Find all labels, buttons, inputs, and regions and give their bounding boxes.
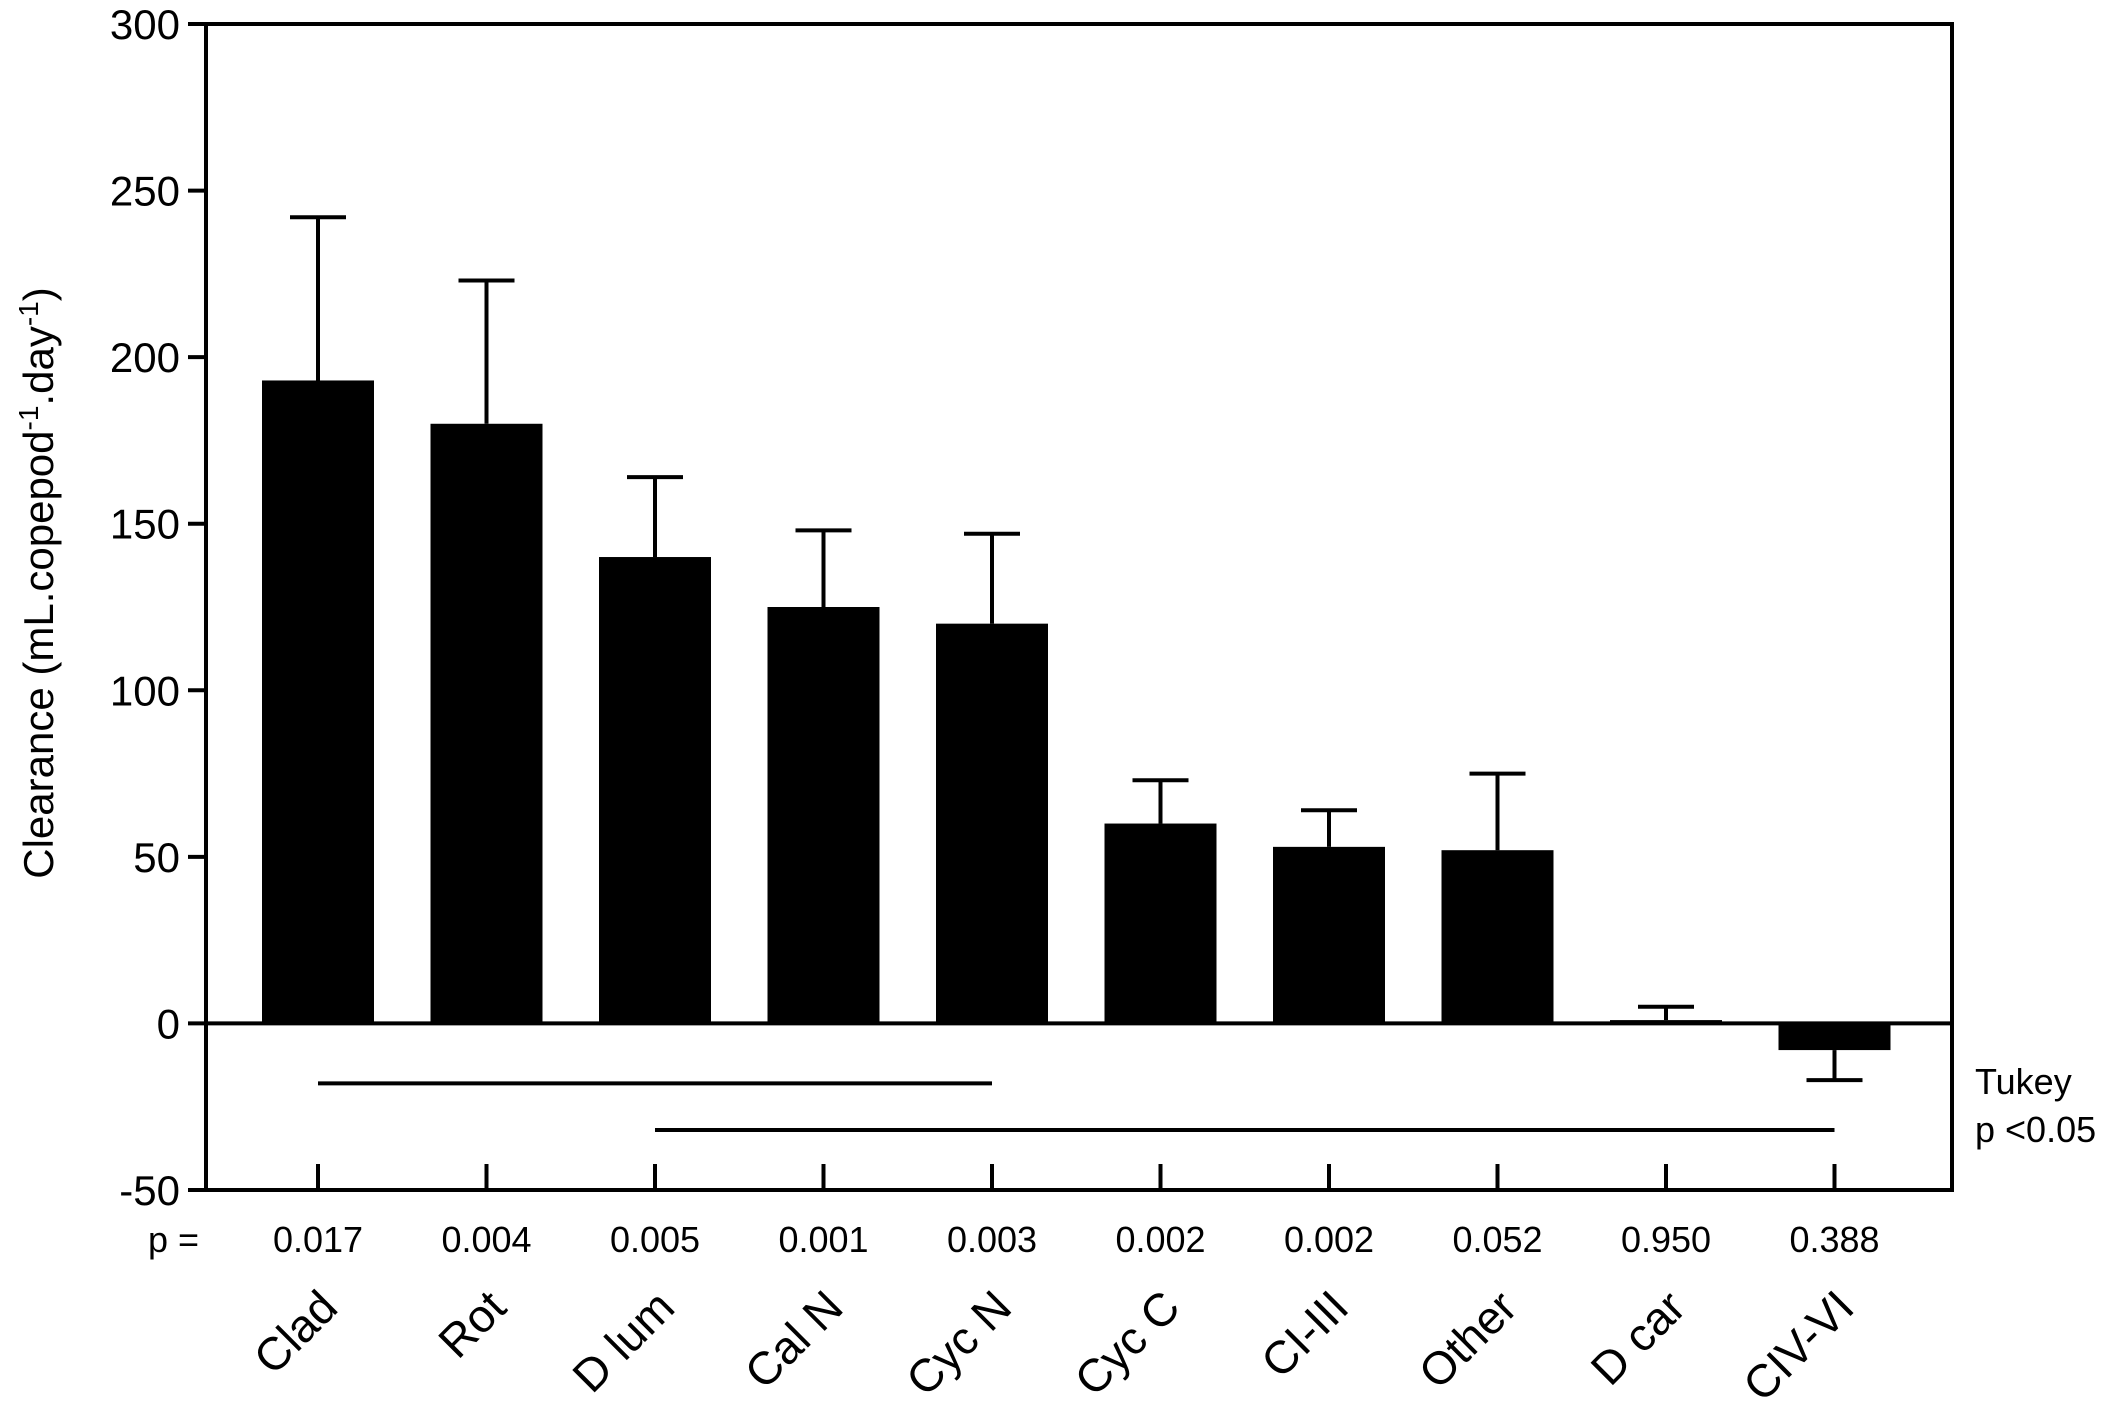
- p-value-label: 0.950: [1621, 1219, 1711, 1260]
- bar: [1610, 1020, 1722, 1025]
- y-axis-title-end: ): [15, 287, 62, 301]
- bar: [1104, 823, 1217, 1024]
- bar: [1441, 850, 1554, 1024]
- p-value-label: 0.002: [1115, 1219, 1205, 1260]
- tukey-lines: [318, 1081, 1835, 1133]
- y-axis-title-mid: .day: [15, 326, 62, 405]
- y-tick-label: 300: [110, 1, 180, 48]
- tukey-threshold-label: p <0.05: [1975, 1109, 2096, 1150]
- bar: [936, 623, 1048, 1024]
- category-label: Cyc C: [1064, 1280, 1189, 1405]
- bar: [767, 607, 880, 1024]
- y-tick-label: 150: [110, 501, 180, 548]
- tukey-label: Tukey: [1975, 1061, 2072, 1102]
- category-label: Cyc N: [896, 1280, 1021, 1405]
- p-value-label: 0.388: [1789, 1219, 1879, 1260]
- plot-border: [204, 22, 1954, 1192]
- bar: [599, 557, 711, 1024]
- p-value-label: 0.052: [1452, 1219, 1542, 1260]
- category-label: CI-III: [1251, 1280, 1358, 1387]
- category-label: Other: [1408, 1280, 1526, 1398]
- bar: [1273, 846, 1385, 1024]
- category-label: D car: [1581, 1280, 1695, 1394]
- p-value-label: 0.005: [610, 1219, 700, 1260]
- p-value-label: 0.001: [778, 1219, 868, 1260]
- y-axis-title-sup-2: -1: [13, 301, 44, 326]
- bar: [1778, 1023, 1891, 1051]
- category-label: Clad: [243, 1280, 347, 1384]
- bar: [430, 423, 543, 1024]
- x-axis: 0.017 Clad 0.004 Rot 0.005 D lum 0.001 Cal N 0.0…: [243, 1164, 1880, 1411]
- category-label: Cal N: [734, 1280, 852, 1398]
- p-value-label: 0.003: [947, 1219, 1037, 1260]
- p-value-label: 0.002: [1284, 1219, 1374, 1260]
- y-tick-label: 250: [110, 168, 180, 215]
- y-axis-title: Clearance (mL.copepod-1.day-1): [13, 287, 63, 878]
- category-label: D lum: [562, 1280, 684, 1402]
- y-axis-title-main: Clearance (mL.copepod: [15, 430, 62, 878]
- y-tick-label: 200: [110, 334, 180, 381]
- p-prefix-label: p =: [148, 1219, 199, 1260]
- error-bars: [290, 215, 1863, 1083]
- y-axis-title-sup-1: -1: [13, 406, 44, 431]
- y-tick-label: 50: [133, 834, 180, 881]
- category-label: CIV-VI: [1733, 1280, 1864, 1411]
- p-value-label: 0.017: [273, 1219, 363, 1260]
- y-tick-label: -50: [119, 1167, 180, 1214]
- p-value-label: 0.004: [441, 1219, 531, 1260]
- category-label: Rot: [428, 1280, 516, 1368]
- y-axis: -50 0 50 100 150 200 250 300: [110, 1, 206, 1214]
- bars: [262, 380, 1891, 1051]
- y-tick-label: 0: [157, 1000, 180, 1047]
- y-tick-label: 100: [110, 667, 180, 714]
- bar: [262, 380, 374, 1024]
